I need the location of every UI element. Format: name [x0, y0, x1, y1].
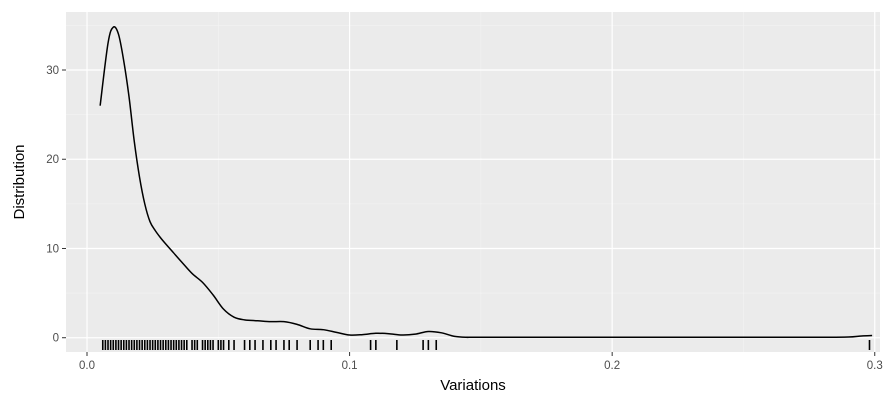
x-tick-label: 0.2	[604, 360, 620, 372]
x-axis: 0.0 0.1 0.2 0.3	[79, 352, 883, 372]
x-tick-label: 0.3	[867, 360, 883, 372]
x-axis-title: Variations	[440, 377, 506, 394]
x-tick-label: 0.1	[342, 360, 358, 372]
y-axis: 0 10 20 30	[46, 65, 66, 345]
x-tick-label: 0.0	[79, 360, 95, 372]
plot-panel	[66, 12, 880, 352]
minor-gridlines	[66, 12, 880, 352]
y-axis-title: Distribution	[11, 144, 28, 219]
y-tick-label: 30	[46, 65, 59, 77]
density-line	[99, 26, 873, 339]
y-tick-label: 10	[46, 243, 59, 255]
rug-marks	[101, 340, 871, 350]
y-tick-label: 20	[46, 154, 59, 166]
y-tick-label: 0	[53, 333, 59, 345]
